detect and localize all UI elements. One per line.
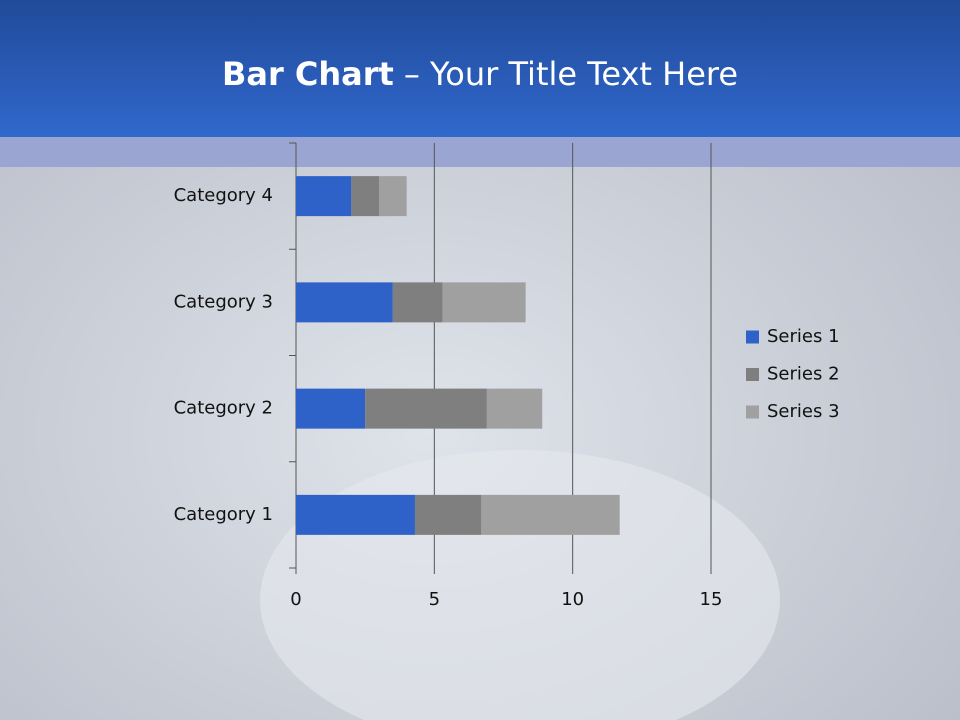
slide-title: Bar Chart – Your Title Text Here — [222, 55, 738, 93]
bar-segment — [442, 282, 526, 323]
x-tick-label: 10 — [561, 589, 584, 610]
bar-segment — [296, 494, 415, 535]
bar-segment — [414, 494, 482, 535]
bar-segment — [351, 176, 379, 217]
legend-swatch — [746, 405, 759, 419]
header-band — [0, 137, 960, 167]
bar-segment — [296, 176, 352, 217]
y-tick-label: Category 1 — [174, 504, 273, 525]
legend-swatch — [746, 368, 759, 381]
bar-segment — [365, 388, 487, 429]
title-text: – Your Title Text Here — [404, 55, 738, 93]
header — [0, 0, 960, 137]
y-tick-label: Category 3 — [174, 291, 273, 312]
legend-label: Series 3 — [767, 401, 840, 422]
bar-segment — [392, 282, 443, 323]
legend-swatch — [746, 330, 759, 344]
bar-segment — [379, 176, 407, 217]
x-tick-label: 5 — [429, 589, 440, 610]
legend-label: Series 1 — [767, 326, 840, 347]
title-emphasis: Bar Chart — [222, 55, 394, 93]
bar-segment — [296, 388, 366, 429]
y-tick-label: Category 4 — [174, 185, 273, 206]
bar-segment — [486, 388, 543, 429]
bar-segment — [296, 282, 393, 323]
y-tick-label: Category 2 — [174, 398, 273, 419]
x-tick-label: 15 — [700, 589, 723, 610]
legend-label: Series 2 — [767, 364, 840, 385]
bar-segment — [481, 494, 620, 535]
x-tick-label: 0 — [290, 589, 301, 610]
